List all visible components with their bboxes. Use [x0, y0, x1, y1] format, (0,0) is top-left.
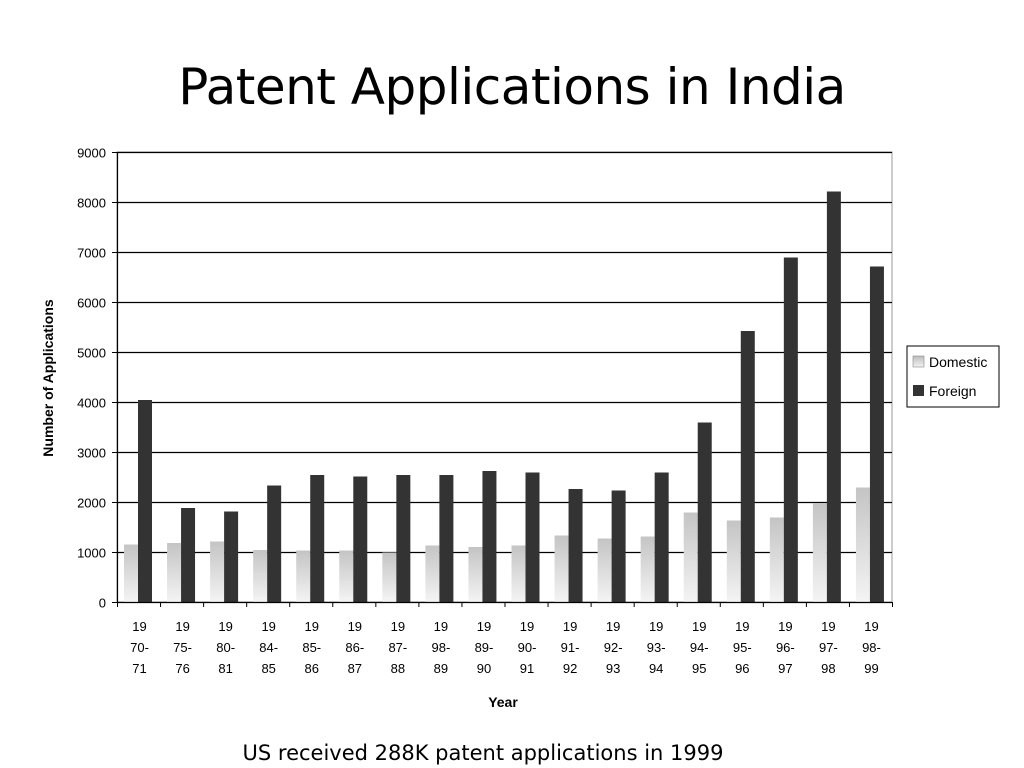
- bars: [124, 191, 884, 602]
- bar-domestic: [640, 536, 655, 602]
- x-tick-label: 19 90-91: [518, 619, 537, 676]
- x-tick-label: 19 96-97: [776, 619, 795, 676]
- y-tick-label: 7000: [77, 246, 106, 261]
- bar-domestic: [253, 550, 268, 602]
- bar-foreign: [482, 471, 497, 602]
- x-tick-label: 19 86-87: [345, 619, 364, 676]
- bar-domestic: [468, 547, 483, 602]
- bar-foreign: [611, 490, 626, 602]
- bar-foreign: [826, 191, 841, 602]
- bar-domestic: [167, 543, 182, 602]
- bar-domestic: [124, 544, 138, 602]
- y-tick-label: 3000: [77, 446, 106, 461]
- slide-title: Patent Applications in India: [178, 58, 846, 116]
- y-tick-label: 1000: [77, 546, 106, 561]
- y-tick-label: 9000: [77, 146, 106, 161]
- bar-foreign: [654, 472, 669, 602]
- bar-domestic: [382, 552, 397, 602]
- bar-domestic: [769, 517, 784, 602]
- x-tick-label: 19 95-96: [733, 619, 752, 676]
- x-tick-labels: 19 70-71 19 75-76 19 80-81 19 84-85 19 85-86 19 86-…: [130, 619, 881, 676]
- x-tick-label: 19 94-95: [690, 619, 709, 676]
- bar-foreign: [353, 476, 368, 602]
- legend-swatch-domestic: [912, 355, 925, 368]
- legend-label-foreign: Foreign: [929, 383, 976, 399]
- bar-domestic: [425, 545, 440, 602]
- bar-foreign: [267, 485, 282, 602]
- bar-foreign: [869, 266, 884, 602]
- bar-domestic: [296, 550, 311, 602]
- bar-foreign: [783, 257, 798, 602]
- bar-domestic: [597, 538, 612, 602]
- bar-domestic: [812, 503, 827, 602]
- bar-domestic: [339, 550, 354, 602]
- x-tick-label: 19 80-81: [216, 619, 235, 676]
- bar-domestic: [511, 545, 526, 602]
- bar-foreign: [740, 331, 755, 602]
- bar-foreign: [396, 475, 411, 602]
- legend-label-domestic: Domestic: [929, 354, 987, 370]
- y-tick-label: 5000: [77, 346, 106, 361]
- y-tick-label: 0: [99, 596, 106, 611]
- y-tick-label: 4000: [77, 396, 106, 411]
- bar-foreign: [439, 475, 454, 602]
- bar-foreign: [181, 508, 196, 602]
- bar-foreign: [138, 400, 152, 602]
- legend-swatch-foreign: [913, 385, 924, 396]
- y-tick-label: 6000: [77, 296, 106, 311]
- bar-domestic: [855, 487, 870, 602]
- x-tick-label: 19 93-94: [647, 619, 666, 676]
- x-tick-label: 19 89-90: [475, 619, 494, 676]
- grid-lines: [116, 151, 893, 603]
- axes: [112, 152, 893, 607]
- x-tick-label: 19 97-98: [819, 619, 838, 676]
- bar-foreign: [310, 475, 325, 602]
- bar-domestic: [554, 535, 569, 602]
- bar-foreign: [224, 511, 239, 602]
- y-tick-label: 8000: [77, 196, 106, 211]
- bar-foreign: [568, 489, 583, 602]
- footer-note: US received 288K patent applications in …: [242, 741, 724, 765]
- x-axis-title: Year: [488, 694, 518, 710]
- x-tick-label: 19 87-88: [388, 619, 407, 676]
- bar-domestic: [210, 541, 225, 602]
- x-tick-label: 19 85-86: [302, 619, 321, 676]
- x-tick-label: 19 91-92: [561, 619, 580, 676]
- bar-foreign: [697, 422, 712, 602]
- y-tick-labels: 0 1000 2000 3000 4000 5000 6000 7000 8000 9000: [77, 146, 106, 611]
- x-tick-label: 19 98-89: [432, 619, 451, 676]
- bar-domestic: [726, 520, 741, 602]
- x-tick-label: 19 92-93: [604, 619, 623, 676]
- y-axis-title: Number of Applications: [40, 299, 56, 457]
- x-tick-label: 19 70-71: [130, 619, 149, 676]
- x-tick-label: 19 98-99: [862, 619, 881, 676]
- x-tick-label: 19 84-85: [259, 619, 278, 676]
- legend: Domestic Foreign: [906, 345, 1000, 408]
- bar-foreign: [525, 472, 540, 602]
- x-tick-label: 19 75-76: [173, 619, 192, 676]
- bar-domestic: [683, 512, 698, 602]
- y-tick-label: 2000: [77, 496, 106, 511]
